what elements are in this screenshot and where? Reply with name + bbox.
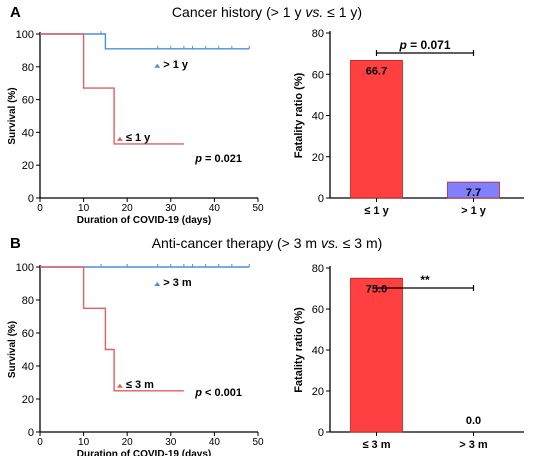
y-tick-label: 80 xyxy=(312,28,324,40)
series-line xyxy=(40,33,184,145)
panel-b-title-part: Anti-cancer therapy (> 3 m xyxy=(152,235,321,251)
y-tick-label: 0 xyxy=(318,193,324,205)
panel-a-title: Cancer history (> 1 y vs. ≤ 1 y) xyxy=(172,4,362,20)
significance-annotation: p = 0.071 xyxy=(398,38,450,52)
panel-a-title-vs: vs. xyxy=(305,4,323,20)
legend-label: ≤ 3 m xyxy=(126,379,154,391)
x-tick-label: ≤ 3 m xyxy=(362,439,390,451)
p-value-symbol: p xyxy=(194,153,202,165)
y-tick-label: 20 xyxy=(22,394,34,406)
panel-a-title-part: Cancer history (> 1 y xyxy=(172,4,305,20)
series-line xyxy=(40,266,184,392)
chart-a-km: 0 10 20 30 40 50 0 20 40 60 80 100 Duration of COVID… xyxy=(7,29,264,226)
y-tick-label: 0 xyxy=(318,427,324,439)
panel-a-title-part: ≤ 1 y) xyxy=(323,4,362,20)
bar xyxy=(350,277,403,433)
p-value-text: < 0.001 xyxy=(202,387,242,399)
y-tick-label: 80 xyxy=(312,263,324,275)
y-tick-label: 0 xyxy=(28,427,34,439)
x-tick-label: 30 xyxy=(165,203,177,214)
significance-annotation: ** xyxy=(420,273,430,287)
data-label: 7.7 xyxy=(466,187,481,199)
p-value-text: = 0.021 xyxy=(202,153,242,165)
annotation-text: = 0.071 xyxy=(407,38,451,52)
legend-marker xyxy=(154,63,161,68)
panel-b-title: Anti-cancer therapy (> 3 m vs. ≤ 3 m) xyxy=(152,235,383,251)
legend-label: ≤ 1 y xyxy=(126,132,151,144)
y-tick-label: 80 xyxy=(22,295,34,307)
y-tick-label: 20 xyxy=(22,160,34,172)
legend-marker xyxy=(116,383,123,388)
x-tick-label: 0 xyxy=(37,437,43,448)
y-axis-label: Fatality ratio (%) xyxy=(293,307,305,393)
x-tick-label: 50 xyxy=(252,203,264,214)
p-value: p = 0.021 xyxy=(194,153,242,165)
panel-b-title-vs: vs. xyxy=(321,235,339,251)
y-tick-label: 40 xyxy=(22,127,34,139)
y-tick-label: 60 xyxy=(22,328,34,340)
p-value-symbol: p xyxy=(194,387,202,399)
x-tick-label: > 3 m xyxy=(459,439,488,451)
panel-b-letter: B xyxy=(10,235,21,252)
legend-label: > 1 y xyxy=(163,59,189,71)
legend-label: > 3 m xyxy=(163,277,192,289)
x-axis-label: Duration of COVID-19 (days) xyxy=(77,215,211,226)
x-tick-label: 20 xyxy=(122,437,134,448)
y-axis-label: Fatality ratio (%) xyxy=(293,72,305,158)
chart-a-bar: 0 20 40 60 80 Fatality ratio (%) 66.7 ≤ 1 y 7.7 >… xyxy=(293,28,524,217)
y-tick-label: 20 xyxy=(312,152,324,164)
legend-marker xyxy=(116,136,123,141)
y-axis-label: Survival (%) xyxy=(7,321,18,378)
x-tick-label: 40 xyxy=(209,437,221,448)
series-line xyxy=(40,33,250,50)
y-tick-label: 40 xyxy=(312,345,324,357)
y-tick-label: 20 xyxy=(312,386,324,398)
x-tick-label: 10 xyxy=(78,437,90,448)
panel-a-letter: A xyxy=(10,4,21,21)
annotation-symbol: p xyxy=(398,38,406,52)
panel-b-title-part: ≤ 3 m) xyxy=(339,235,382,251)
y-tick-label: 100 xyxy=(16,262,34,274)
y-tick-label: 60 xyxy=(22,95,34,107)
y-tick-label: 80 xyxy=(22,62,34,74)
x-tick-label: 10 xyxy=(78,203,90,214)
data-label: 0.0 xyxy=(466,415,481,427)
data-label: 66.7 xyxy=(366,65,387,77)
x-axis-label: Duration of COVID-19 (days) xyxy=(77,449,211,456)
y-tick-label: 40 xyxy=(312,111,324,123)
legend-marker xyxy=(154,282,161,286)
x-tick-label: 0 xyxy=(37,203,43,214)
x-tick-label: 20 xyxy=(122,203,134,214)
y-axis-label: Survival (%) xyxy=(7,87,18,144)
x-tick-label: 40 xyxy=(209,203,221,214)
y-tick-label: 100 xyxy=(16,29,34,41)
y-tick-label: 60 xyxy=(312,69,324,81)
p-value: p < 0.001 xyxy=(194,387,242,399)
x-tick-label: ≤ 1 y xyxy=(364,205,389,217)
y-tick-label: 0 xyxy=(28,193,34,205)
bar xyxy=(350,60,403,199)
y-tick-label: 60 xyxy=(312,304,324,316)
y-tick-label: 40 xyxy=(22,361,34,373)
x-tick-label: 30 xyxy=(165,437,177,448)
x-tick-label: > 1 y xyxy=(461,205,487,217)
chart-b-km: 0 10 20 30 40 50 0 20 40 60 80 100 Duration of COVID… xyxy=(7,262,264,456)
x-tick-label: 50 xyxy=(252,437,264,448)
annotation-text: ** xyxy=(420,273,430,287)
